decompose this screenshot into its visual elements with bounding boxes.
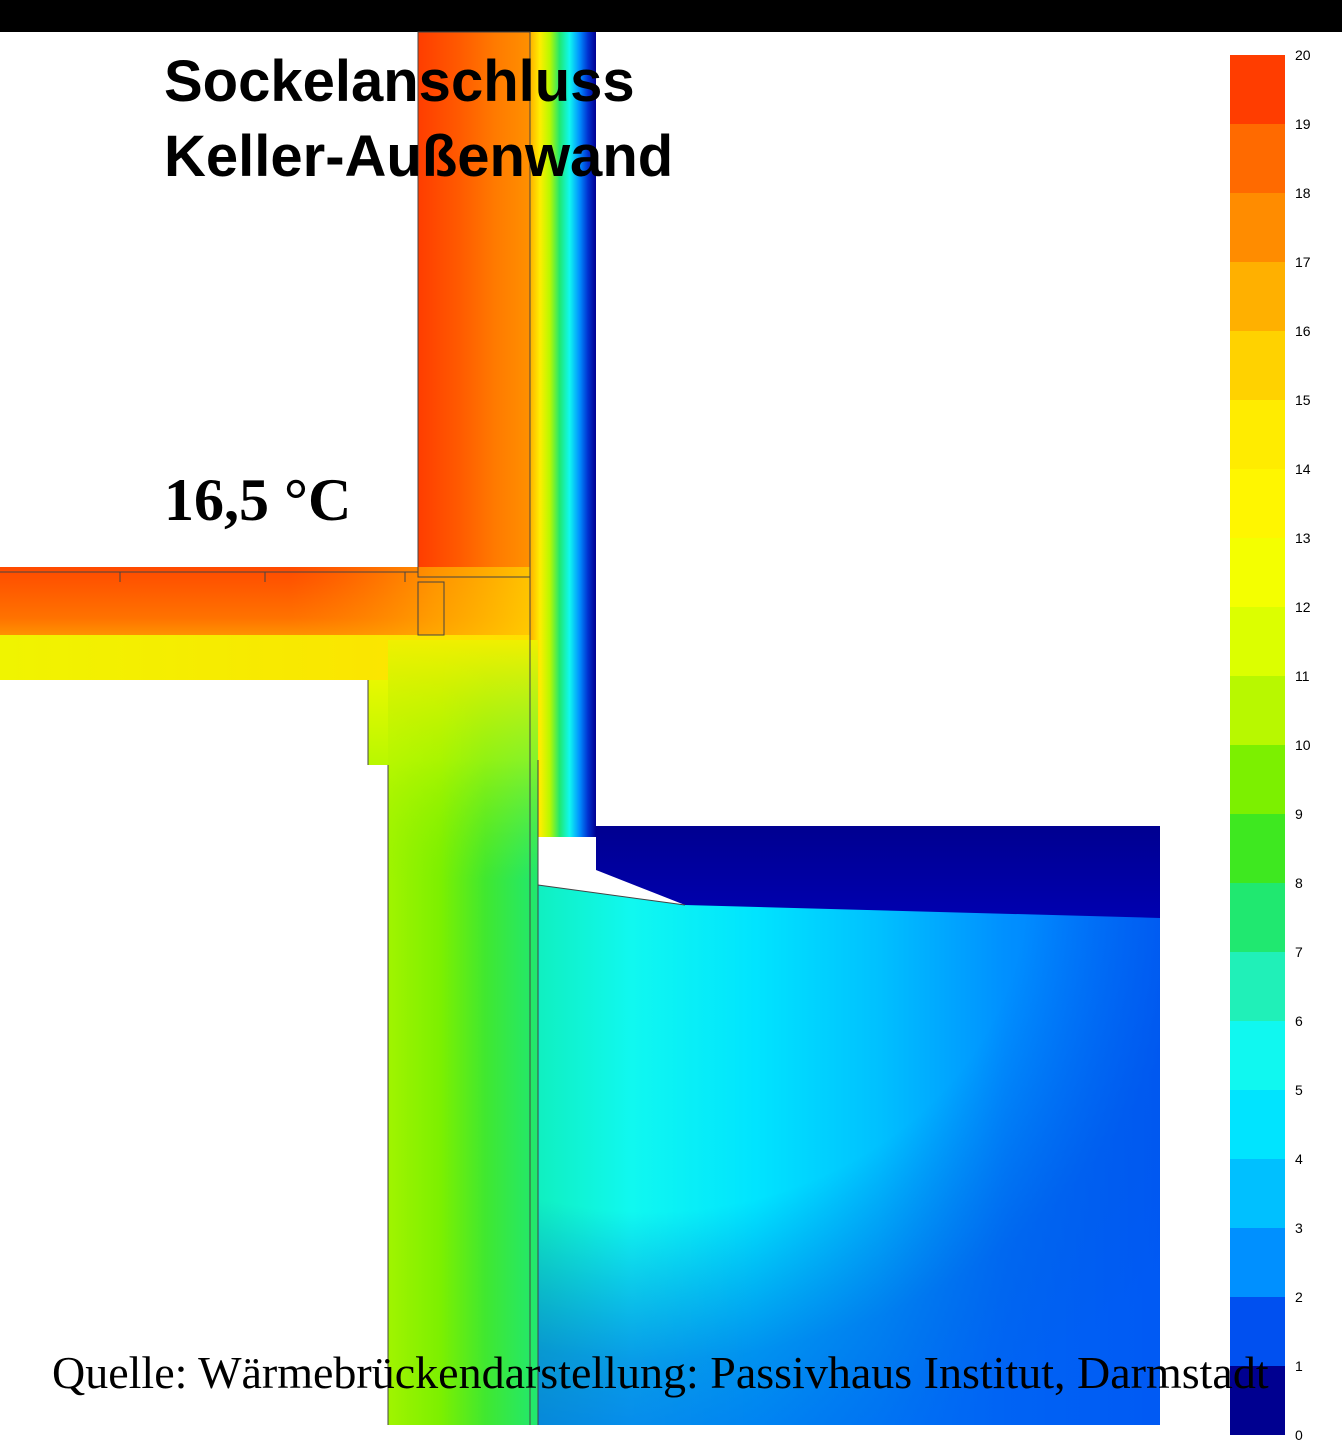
slab-step [368, 680, 390, 765]
legend-band [1230, 55, 1285, 124]
legend-tick-label: 14 [1295, 461, 1311, 477]
legend-band [1230, 469, 1285, 538]
legend-band [1230, 400, 1285, 469]
temperature-label: 16,5 °C [164, 467, 352, 533]
construction-outlines [0, 31, 686, 1425]
legend-tick-label: 20 [1295, 47, 1311, 63]
legend-band [1230, 607, 1285, 676]
legend-band [1230, 331, 1285, 400]
legend-band [1230, 1090, 1285, 1159]
legend-tick-label: 11 [1295, 668, 1310, 684]
legend-band [1230, 952, 1285, 1021]
legend-tick-label: 12 [1295, 599, 1311, 615]
legend-band [1230, 124, 1285, 193]
legend-tick-label: 13 [1295, 530, 1311, 546]
legend-tick-label: 17 [1295, 254, 1311, 270]
color-legend [1230, 55, 1285, 1435]
diagram-title: Sockelanschluss Keller-Außenwand [164, 44, 673, 195]
legend-tick-label: 19 [1295, 116, 1311, 132]
legend-band [1230, 193, 1285, 262]
legend-band [1230, 1228, 1285, 1297]
legend-band [1230, 1159, 1285, 1228]
cold-exterior-region [596, 826, 1160, 918]
legend-tick-label: 6 [1295, 1013, 1303, 1029]
legend-tick-label: 4 [1295, 1151, 1303, 1167]
legend-tick-label: 10 [1295, 737, 1311, 753]
legend-tick-label: 1 [1295, 1358, 1303, 1374]
insulation-region [530, 32, 596, 837]
legend-tick-label: 18 [1295, 185, 1311, 201]
legend-band [1230, 676, 1285, 745]
legend-tick-label: 15 [1295, 392, 1311, 408]
legend-band [1230, 883, 1285, 952]
source-caption: Quelle: Wärmebrückendarstellung: Passivh… [52, 1347, 1269, 1398]
legend-tick-label: 5 [1295, 1082, 1303, 1098]
legend-band [1230, 1021, 1285, 1090]
legend-band [1230, 1366, 1285, 1435]
title-line-1: Sockelanschluss [164, 49, 635, 114]
legend-tick-label: 3 [1295, 1220, 1303, 1236]
legend-tick-label: 16 [1295, 323, 1311, 339]
legend-band [1230, 1297, 1285, 1366]
legend-tick-label: 0 [1295, 1427, 1303, 1443]
upper-wall-region [418, 32, 536, 577]
legend-tick-label: 9 [1295, 806, 1303, 822]
title-line-2: Keller-Außenwand [164, 124, 674, 190]
legend-band [1230, 814, 1285, 883]
legend-tick-label: 7 [1295, 944, 1303, 960]
legend-tick-label: 8 [1295, 875, 1303, 891]
top-bar [0, 0, 1342, 32]
legend-band [1230, 262, 1285, 331]
legend-tick-label: 2 [1295, 1289, 1303, 1305]
legend-band [1230, 538, 1285, 607]
legend-band [1230, 745, 1285, 814]
